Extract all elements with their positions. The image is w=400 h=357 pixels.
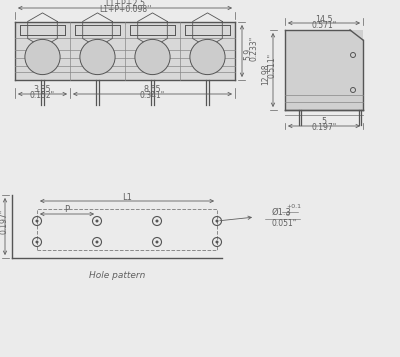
Bar [15, 22, 235, 80]
Text: 14.5: 14.5 [315, 15, 333, 24]
Circle shape [36, 241, 38, 243]
Circle shape [96, 241, 98, 243]
Circle shape [216, 220, 218, 222]
Text: 0.197": 0.197" [0, 209, 8, 234]
Text: Ø1.3: Ø1.3 [272, 207, 292, 216]
Circle shape [190, 39, 225, 75]
Text: 0: 0 [286, 211, 290, 216]
Circle shape [80, 39, 115, 75]
Text: 3.85: 3.85 [34, 85, 51, 94]
Circle shape [135, 39, 170, 75]
Text: L1+P+2.5: L1+P+2.5 [105, 0, 145, 9]
Text: 0.233": 0.233" [250, 35, 258, 61]
Text: Hole pattern: Hole pattern [89, 272, 145, 281]
Text: 12.98: 12.98 [262, 63, 270, 85]
Text: L1: L1 [122, 192, 132, 201]
Text: 0.197": 0.197" [311, 124, 337, 132]
Circle shape [156, 220, 158, 222]
Text: 8.65: 8.65 [144, 85, 161, 94]
Text: 5.00: 5.00 [0, 222, 2, 239]
Text: P: P [64, 206, 70, 215]
Text: 0.571": 0.571" [311, 21, 337, 30]
Text: 0.152": 0.152" [30, 91, 55, 100]
Text: +0.1: +0.1 [286, 205, 301, 210]
Circle shape [25, 39, 60, 75]
Circle shape [216, 241, 218, 243]
Text: 5: 5 [322, 116, 326, 126]
Bar [285, 30, 363, 110]
Circle shape [36, 220, 38, 222]
Bar [37, 209, 217, 250]
Circle shape [96, 220, 98, 222]
Text: 0.051": 0.051" [272, 220, 297, 228]
Text: 5.9: 5.9 [244, 48, 252, 60]
Circle shape [156, 241, 158, 243]
Text: 0.511": 0.511" [268, 52, 276, 77]
Text: 0.341": 0.341" [140, 91, 165, 100]
Text: L1+P+0.098'': L1+P+0.098'' [99, 5, 151, 15]
